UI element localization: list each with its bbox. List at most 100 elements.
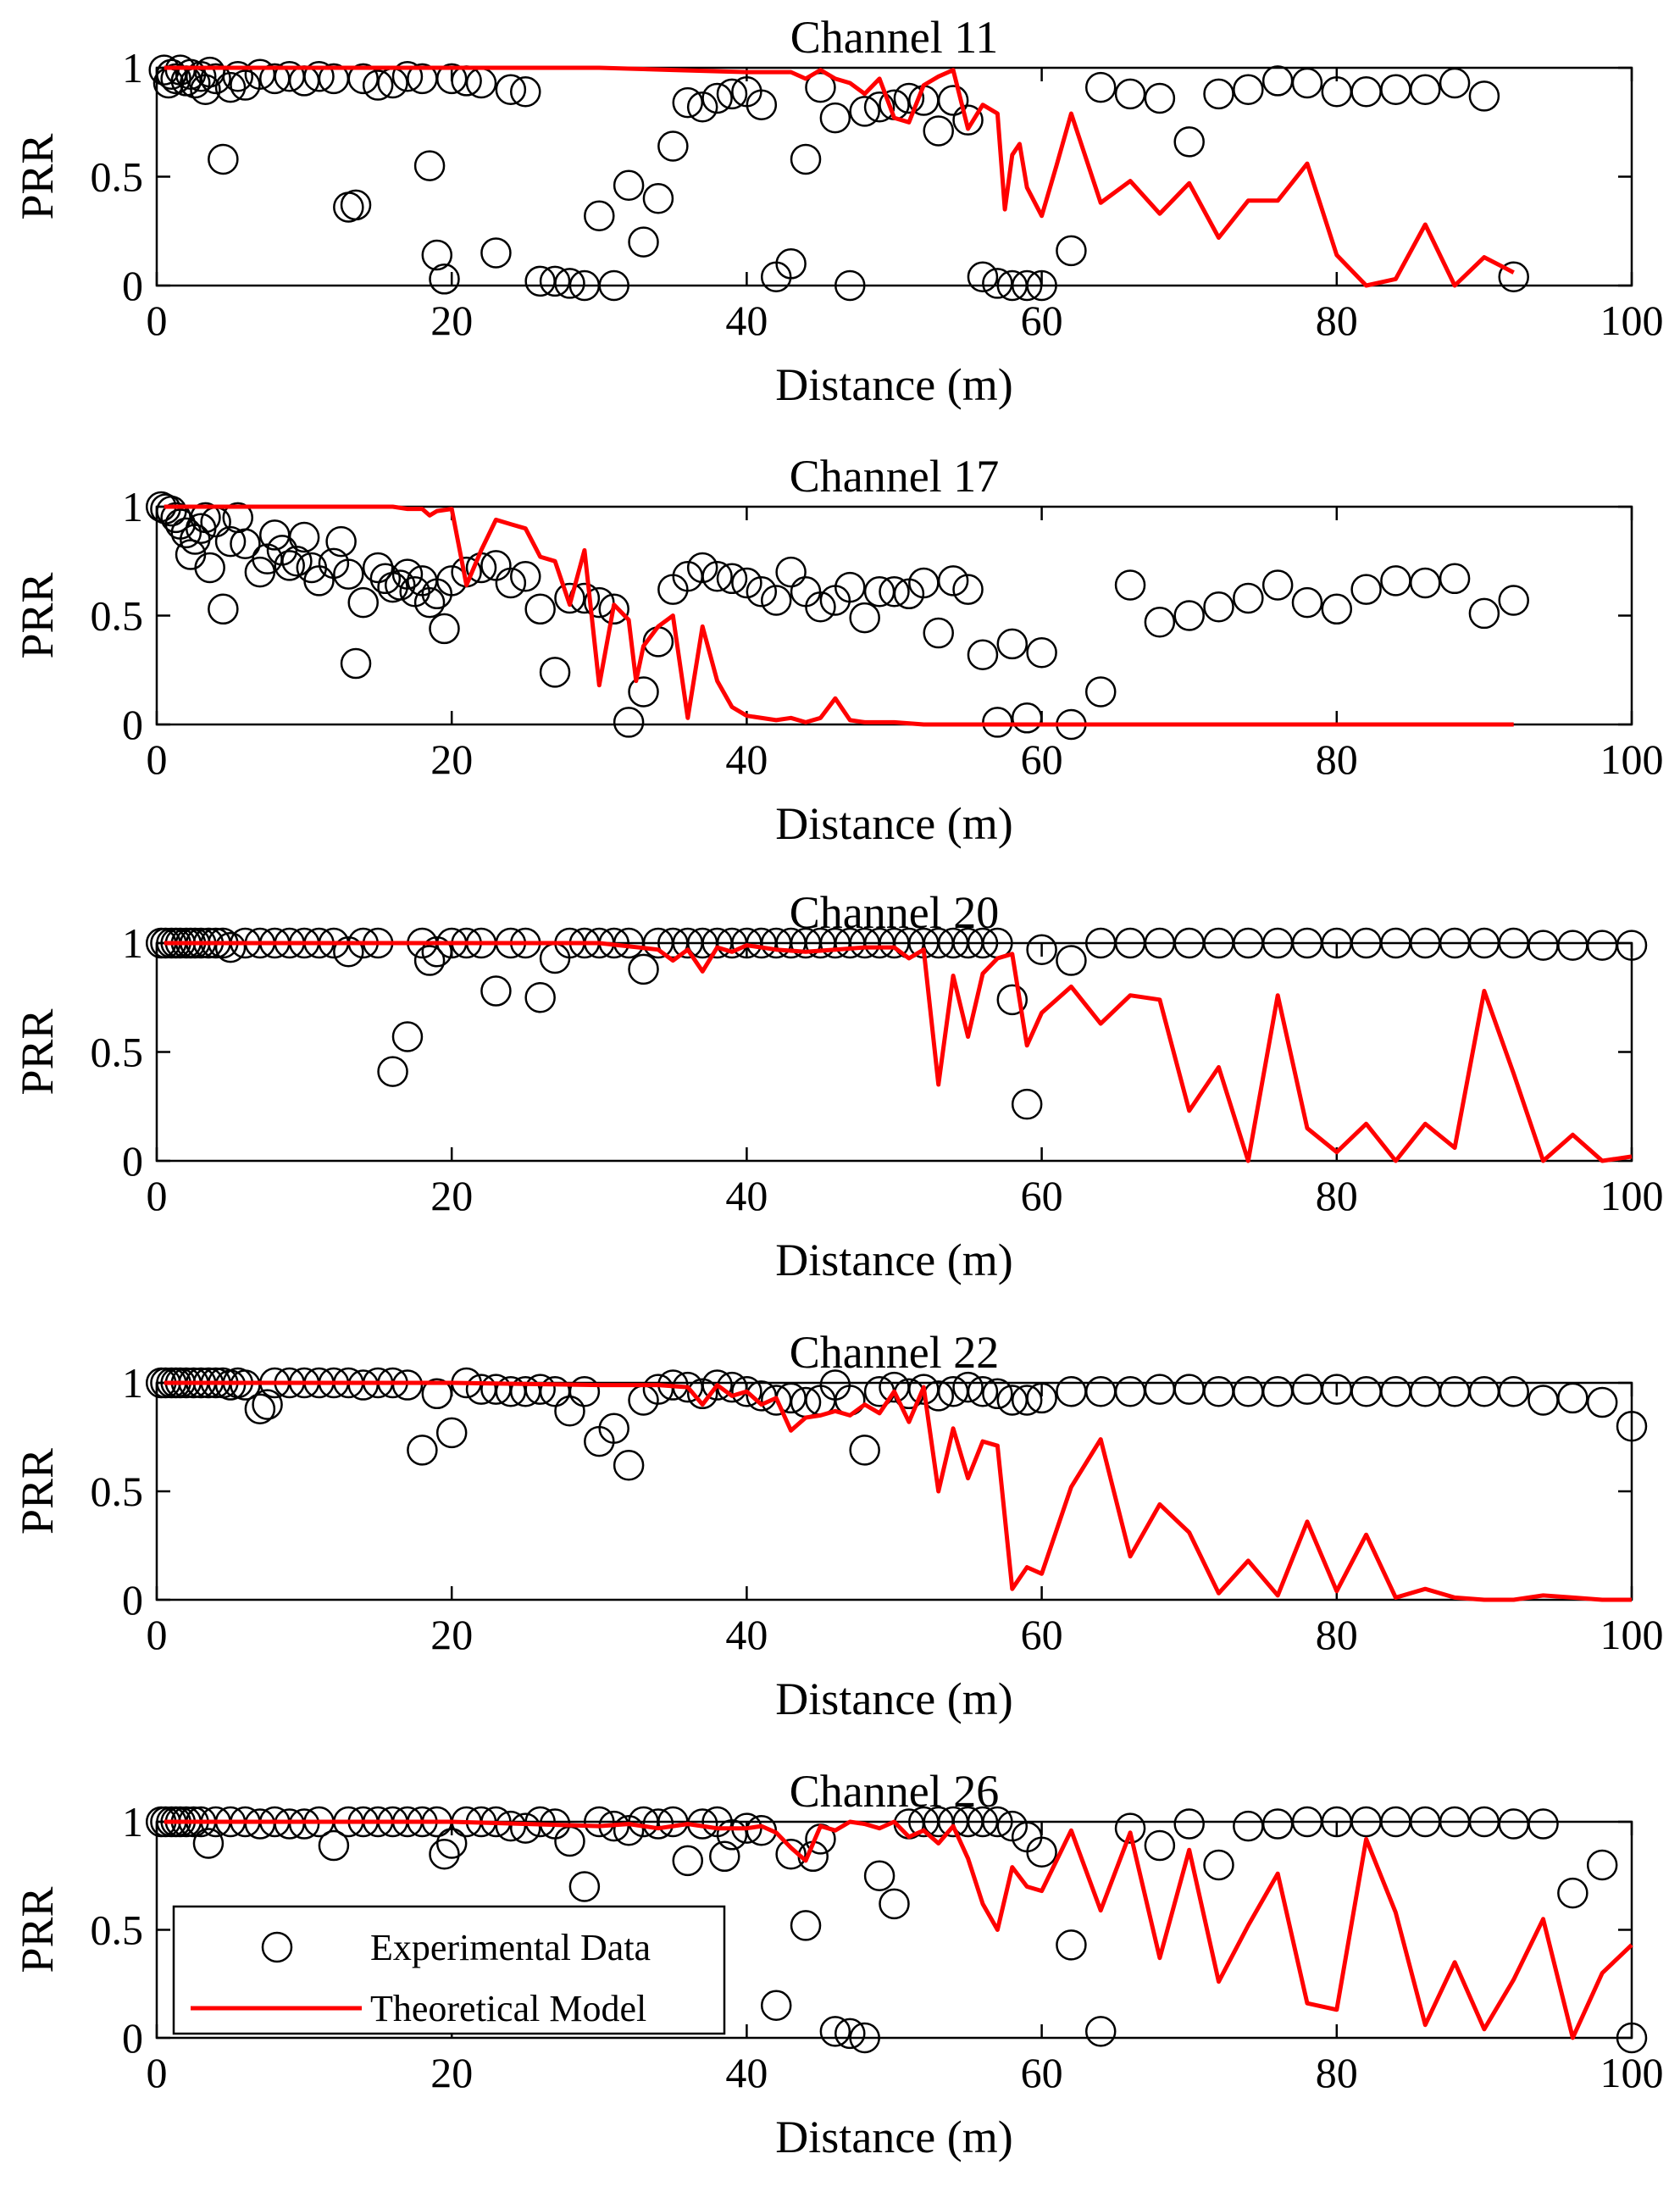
data-point [849, 1435, 880, 1466]
data-point [377, 1056, 408, 1087]
data-point [333, 558, 364, 590]
data-point [982, 1806, 1013, 1838]
data-point [413, 150, 446, 181]
data-point [746, 575, 778, 608]
data-point [686, 92, 718, 123]
x-tick-label: 60 [1021, 735, 1063, 783]
data-point [421, 1378, 453, 1410]
x-tick-label: 0 [147, 1611, 168, 1658]
y-axis-label: PRR [12, 1886, 63, 1973]
data-point [325, 525, 357, 558]
data-point [1084, 71, 1117, 103]
data-point [391, 61, 424, 92]
data-point [1528, 1808, 1559, 1840]
data-point [421, 936, 453, 968]
data-point [568, 1871, 601, 1902]
data-point [613, 1814, 645, 1846]
y-tick-label: 0.5 [91, 592, 144, 640]
data-point [568, 1375, 601, 1407]
data-point [1261, 569, 1294, 601]
data-point [288, 1808, 320, 1840]
x-tick-label: 0 [147, 2049, 168, 2096]
y-axis-label: PRR [12, 1008, 63, 1095]
series-theoretical-model-line [164, 1819, 1633, 2040]
x-tick-label: 40 [725, 2049, 768, 2096]
y-tick-label: 0.5 [91, 1468, 144, 1515]
x-tick-label: 60 [1021, 1611, 1063, 1658]
data-point [642, 182, 674, 214]
data-point [628, 226, 659, 258]
data-point [1114, 1812, 1146, 1844]
x-tick-label: 100 [1600, 2049, 1664, 2096]
data-point [1026, 269, 1057, 302]
x-tick-label: 100 [1600, 1611, 1664, 1658]
data-point [391, 1369, 424, 1401]
data-point [879, 1888, 910, 1920]
x-tick-label: 100 [1600, 1172, 1664, 1219]
data-point [480, 237, 512, 269]
data-point [790, 143, 822, 175]
data-point [1439, 67, 1471, 99]
x-tick-label: 40 [725, 297, 768, 344]
data-point [1291, 586, 1323, 619]
data-point [937, 85, 969, 116]
series-theoretical-model-line [164, 65, 1515, 288]
data-point [849, 96, 880, 127]
legend-label: Theoretical Model [370, 1988, 646, 2029]
data-point [1011, 269, 1043, 302]
data-point [967, 1806, 999, 1838]
data-point [686, 552, 718, 584]
data-point [192, 1828, 225, 1859]
legend-label: Experimental Data [370, 1927, 651, 1968]
chart-title: Channel 17 [790, 451, 999, 502]
data-point [760, 1990, 792, 2021]
data-point [524, 982, 556, 1013]
data-point [429, 613, 460, 645]
x-tick-label: 80 [1316, 1611, 1358, 1658]
x-axis-label: Distance (m) [775, 359, 1012, 410]
data-point [584, 586, 615, 619]
data-point [613, 1450, 645, 1481]
data-point [200, 63, 231, 95]
data-point [1203, 591, 1234, 623]
y-tick-label: 0 [122, 1137, 143, 1185]
data-point [435, 63, 468, 95]
data-point [775, 248, 807, 280]
y-axis: 00.51 [91, 483, 1632, 748]
data-point [429, 264, 460, 295]
data-point [672, 86, 704, 119]
data-point [849, 2022, 880, 2054]
data-point [495, 74, 527, 105]
series-experimental-data [145, 491, 1529, 741]
x-tick-label: 0 [147, 1172, 168, 1219]
data-point [524, 593, 556, 625]
data-point [244, 1393, 276, 1424]
data-point [214, 525, 247, 558]
data-point [222, 61, 254, 92]
data-point [333, 936, 364, 968]
data-point [413, 945, 446, 976]
data-point [1114, 78, 1146, 110]
y-axis-label: PRR [12, 1448, 63, 1535]
data-point [347, 63, 379, 95]
data-point [194, 552, 225, 584]
data-point [1084, 676, 1117, 708]
data-point [613, 707, 645, 738]
data-point [1026, 934, 1057, 965]
data-point [1410, 567, 1441, 599]
data-point [863, 92, 895, 123]
data-point [1056, 945, 1087, 976]
y-tick-label: 0.5 [91, 1907, 144, 1954]
x-tick-label: 60 [1021, 2049, 1063, 2096]
x-tick-label: 0 [147, 735, 168, 783]
data-point [495, 1810, 527, 1842]
x-axis: 0 20 40 60 80 100 [147, 68, 1664, 344]
x-axis-label: Distance (m) [775, 2112, 1012, 2162]
data-point [524, 1374, 556, 1405]
data-point [701, 1369, 733, 1401]
data-point [539, 657, 571, 688]
data-point [598, 1413, 629, 1445]
data-point [391, 558, 424, 590]
data-point [628, 676, 659, 708]
